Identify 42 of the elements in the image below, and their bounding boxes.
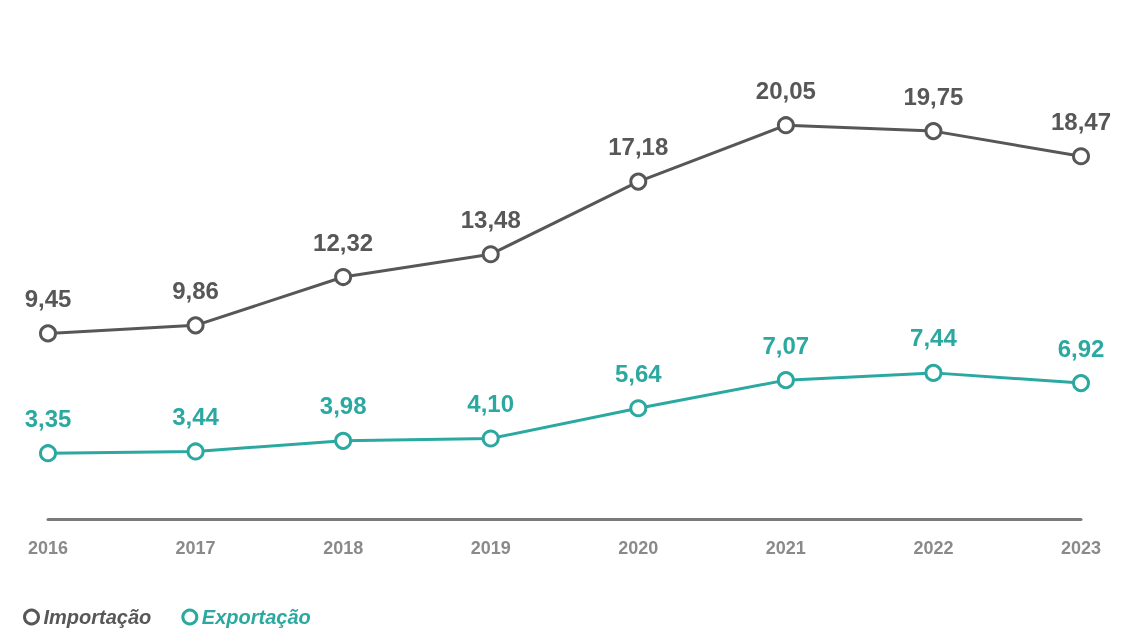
data-label: 17,18: [608, 133, 669, 161]
point: [924, 363, 943, 382]
point: [629, 399, 648, 418]
point: [924, 122, 943, 141]
data-label: 5,64: [614, 359, 663, 387]
point: [1072, 374, 1090, 393]
point: [1072, 147, 1090, 166]
data-label: 9,45: [24, 284, 72, 312]
point: [629, 172, 648, 191]
x-tick-label: 2022: [913, 538, 954, 558]
point: [186, 316, 205, 335]
point: [776, 371, 795, 390]
legend-label: Importação: [43, 606, 152, 628]
x-tick-label: 2018: [323, 538, 364, 558]
data-label: 9,86: [172, 276, 219, 304]
point: [39, 444, 57, 463]
data-label: 20,05: [755, 76, 816, 104]
data-label: 19,75: [903, 82, 964, 110]
point: [776, 116, 795, 135]
x-tick-label: 2020: [618, 538, 659, 558]
x-tick-label: 2016: [27, 538, 69, 558]
legend-label: Exportação: [201, 606, 311, 628]
data-label: 6,92: [1057, 334, 1105, 362]
point: [334, 431, 353, 450]
x-tick-label: 2021: [765, 538, 806, 558]
data-label: 13,48: [460, 205, 521, 233]
x-tick-label: 2023: [1060, 538, 1102, 558]
x-tick-label: 2019: [470, 538, 511, 558]
data-label: 3,44: [172, 402, 220, 430]
data-label: 4,10: [467, 389, 515, 417]
point: [481, 429, 500, 448]
data-label: 3,98: [319, 392, 367, 420]
point: [481, 245, 500, 264]
data-label: 12,32: [313, 228, 374, 256]
point: [39, 324, 57, 343]
data-label: 3,35: [24, 404, 72, 432]
data-label: 7,07: [762, 331, 810, 359]
point: [334, 268, 353, 287]
x-tick-label: 2017: [175, 538, 216, 558]
data-label: 7,44: [910, 324, 958, 352]
data-label: 18,47: [1050, 107, 1112, 135]
point: [186, 442, 205, 461]
